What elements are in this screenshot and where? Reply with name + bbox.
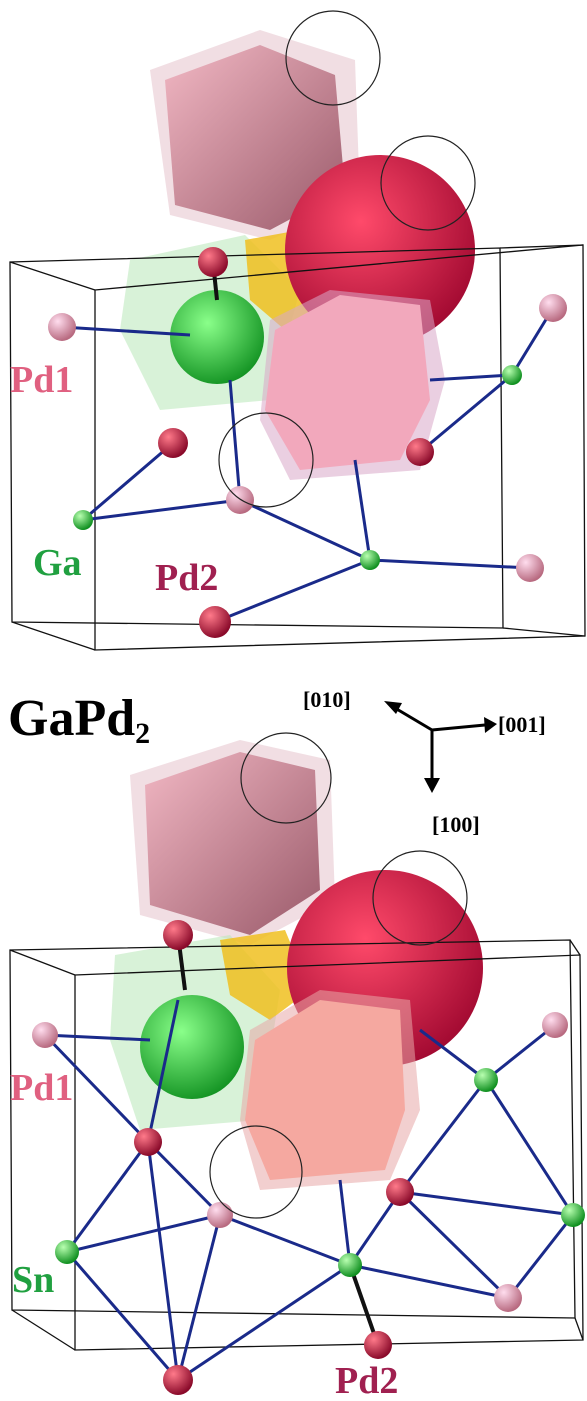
axis-label: [010] [303, 687, 351, 712]
subscript: 2 [135, 717, 150, 750]
figure: Pd1 Ga Pd2 GaPd2 [010] [001] [100] Pd1 S… [0, 0, 587, 1401]
atom-label: Pd1 [10, 359, 73, 401]
top-structure [10, 11, 585, 650]
atom-label: Pd1 [10, 1067, 73, 1109]
axis-label: [001] [498, 712, 546, 737]
atom-label: Pd2 [335, 1360, 398, 1401]
axis-arrows [384, 701, 497, 793]
formula: GaPd [8, 690, 135, 747]
axis-label: [100] [432, 812, 480, 837]
atom-label: Sn [12, 1259, 54, 1301]
bottom-structure [10, 733, 585, 1395]
atom-label: Pd2 [155, 557, 218, 599]
atom-label: Ga [33, 542, 82, 584]
compound-title: GaPd2 [8, 690, 150, 750]
